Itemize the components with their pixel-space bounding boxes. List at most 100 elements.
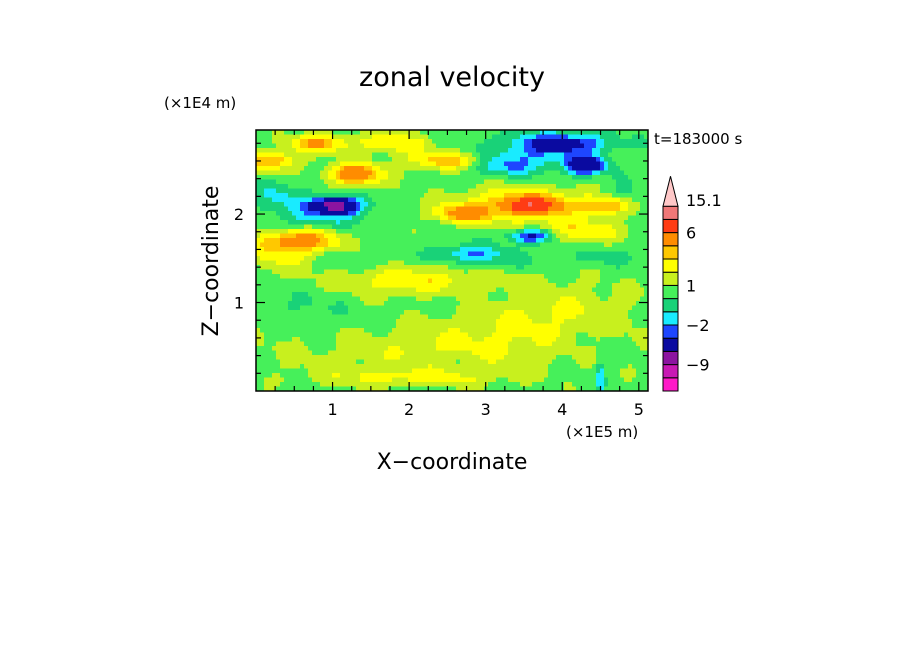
field-cell: [540, 134, 545, 140]
field-cell: [540, 188, 545, 194]
field-cell: [564, 350, 569, 356]
field-cell: [640, 274, 645, 280]
field-cell: [460, 283, 465, 289]
field-cell: [368, 314, 373, 320]
field-cell: [572, 170, 577, 176]
field-cell: [372, 220, 377, 226]
field-cell: [620, 197, 625, 203]
field-cell: [404, 238, 409, 244]
field-cell: [632, 143, 637, 149]
field-cell: [312, 256, 317, 262]
field-cell: [504, 193, 509, 199]
field-cell: [352, 188, 357, 194]
field-cell: [616, 161, 621, 167]
field-cell: [400, 314, 405, 320]
field-cell: [624, 269, 629, 275]
field-cell: [348, 355, 353, 361]
field-cell: [292, 305, 297, 311]
field-cell: [480, 148, 485, 154]
field-cell: [520, 287, 525, 293]
field-cell: [256, 170, 261, 176]
field-cell: [616, 296, 621, 302]
field-cell: [260, 139, 265, 145]
field-cell: [456, 134, 461, 140]
field-cell: [604, 134, 609, 140]
field-cell: [460, 328, 465, 334]
field-cell: [588, 265, 593, 271]
field-cell: [524, 188, 529, 194]
field-cell: [576, 355, 581, 361]
field-cell: [588, 175, 593, 181]
field-cell: [388, 166, 393, 172]
field-cell: [460, 170, 465, 176]
field-cell: [520, 143, 525, 149]
field-cell: [420, 134, 425, 140]
field-cell: [468, 278, 473, 284]
field-cell: [296, 130, 301, 136]
field-cell: [392, 355, 397, 361]
field-cell: [368, 184, 373, 190]
field-cell: [332, 134, 337, 140]
field-cell: [268, 139, 273, 145]
field-cell: [296, 134, 301, 140]
field-cell: [504, 166, 509, 172]
field-cell: [512, 355, 517, 361]
field-cell: [296, 197, 301, 203]
field-cell: [356, 310, 361, 316]
field-cell: [548, 157, 553, 163]
field-cell: [280, 251, 285, 257]
field-cell: [464, 170, 469, 176]
field-cell: [388, 305, 393, 311]
field-cell: [404, 314, 409, 320]
field-cell: [296, 350, 301, 356]
field-cell: [280, 332, 285, 338]
field-cell: [536, 332, 541, 338]
field-cell: [588, 188, 593, 194]
field-cell: [484, 211, 489, 217]
field-cell: [264, 206, 269, 212]
field-cell: [280, 134, 285, 140]
field-cell: [604, 296, 609, 302]
field-cell: [332, 350, 337, 356]
field-cell: [608, 251, 613, 257]
field-cell: [624, 350, 629, 356]
field-cell: [484, 260, 489, 266]
field-cell: [324, 296, 329, 302]
field-cell: [556, 130, 561, 136]
field-cell: [548, 134, 553, 140]
field-cell: [372, 314, 377, 320]
field-cell: [444, 211, 449, 217]
field-cell: [528, 179, 533, 185]
field-cell: [372, 143, 377, 149]
field-cell: [300, 337, 305, 343]
field-cell: [640, 337, 645, 343]
field-cell: [464, 251, 469, 257]
field-cell: [424, 233, 429, 239]
field-cell: [600, 305, 605, 311]
field-cell: [340, 202, 345, 208]
field-cell: [308, 287, 313, 293]
field-cell: [632, 355, 637, 361]
field-cell: [600, 193, 605, 199]
field-cell: [348, 175, 353, 181]
field-cell: [288, 350, 293, 356]
field-cell: [264, 166, 269, 172]
field-cell: [332, 247, 337, 253]
field-cell: [408, 143, 413, 149]
field-cell: [636, 224, 641, 230]
field-cell: [440, 202, 445, 208]
field-cell: [476, 229, 481, 235]
field-cell: [616, 341, 621, 347]
field-cell: [328, 188, 333, 194]
field-cell: [304, 274, 309, 280]
field-cell: [600, 134, 605, 140]
field-cell: [536, 152, 541, 158]
field-cell: [588, 179, 593, 185]
field-cell: [600, 278, 605, 284]
field-cell: [616, 350, 621, 356]
field-cell: [404, 260, 409, 266]
field-cell: [372, 233, 377, 239]
field-cell: [616, 175, 621, 181]
field-cell: [488, 350, 493, 356]
field-cell: [492, 184, 497, 190]
